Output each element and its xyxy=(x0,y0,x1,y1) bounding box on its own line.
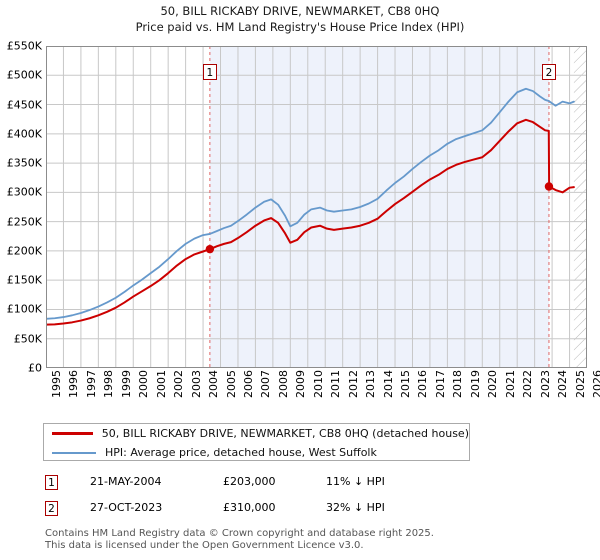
transaction-price: £310,000 xyxy=(223,501,276,514)
x-tick-label: 2022 xyxy=(521,370,535,398)
x-tick-label: 1999 xyxy=(119,370,133,398)
transaction-index-badge: 1 xyxy=(45,475,58,490)
x-tick-label: 2005 xyxy=(224,370,238,398)
x-tick-label: 2008 xyxy=(276,370,290,398)
x-tick-label: 2011 xyxy=(329,370,343,398)
x-tick-label: 1998 xyxy=(102,370,116,398)
y-tick-label: £500K xyxy=(6,68,42,82)
x-tick-label: 2006 xyxy=(241,370,255,398)
y-tick-label: £0 xyxy=(28,361,42,375)
legend-item: 50, BILL RICKABY DRIVE, NEWMARKET, CB8 0… xyxy=(44,424,469,443)
transaction-row[interactable]: 2 27-OCT-2023 £310,000 32% ↓ HPI xyxy=(43,498,483,524)
series-lines xyxy=(46,87,575,326)
footer-line-1: Contains HM Land Registry data © Crown c… xyxy=(45,528,434,539)
chart-legend: 50, BILL RICKABY DRIVE, NEWMARKET, CB8 0… xyxy=(43,423,470,461)
x-tick-label: 2010 xyxy=(311,370,325,398)
x-tick-label: 2025 xyxy=(573,370,587,398)
x-tick-label: 2001 xyxy=(154,370,168,398)
transaction-marker-dots xyxy=(205,182,554,254)
title-line-2: Price paid vs. HM Land Registry's House … xyxy=(135,20,465,34)
page-title: 50, BILL RICKABY DRIVE, NEWMARKET, CB8 0… xyxy=(0,3,600,35)
x-tick-label: 2017 xyxy=(433,370,447,398)
x-tick-label: 2007 xyxy=(259,370,273,398)
y-tick-label: £100K xyxy=(6,302,42,316)
x-tick-label: 2009 xyxy=(294,370,308,398)
legend-color-swatch xyxy=(52,451,96,454)
y-tick-label: £300K xyxy=(6,185,42,199)
transaction-price: £203,000 xyxy=(223,475,276,488)
y-tick-label: £50K xyxy=(13,332,42,346)
legend-item: HPI: Average price, detached house, West… xyxy=(44,443,469,462)
y-tick-label: £550K xyxy=(6,39,42,53)
x-tick-label: 2014 xyxy=(381,370,395,398)
sale-point-dot[interactable] xyxy=(205,244,215,254)
sale-point-dot[interactable] xyxy=(544,182,554,191)
legend-item-label: HPI: Average price, detached house, West… xyxy=(105,446,377,459)
marker-box-1[interactable]: 1 xyxy=(202,64,217,80)
x-tick-label: 2012 xyxy=(346,370,360,398)
x-tick-label: 2020 xyxy=(486,370,500,398)
y-tick-label: £450K xyxy=(6,98,42,112)
x-tick-label: 1995 xyxy=(50,370,63,398)
legend-color-swatch xyxy=(52,432,93,435)
x-tick-label: 2002 xyxy=(172,370,186,398)
x-tick-label: 2021 xyxy=(503,370,517,398)
x-tick-label: 2026 xyxy=(591,370,600,398)
x-tick-label: 1996 xyxy=(67,370,81,398)
x-tick-label: 2024 xyxy=(556,370,570,398)
x-tick-label: 2013 xyxy=(364,370,378,398)
x-tick-label: 2018 xyxy=(451,370,465,398)
grid-lines-horizontal xyxy=(46,74,587,340)
y-tick-label: £400K xyxy=(6,127,42,141)
y-axis-labels: £0 £50K £100K £150K £200K £250K £300K £350K £400… xyxy=(0,40,44,375)
transaction-date: 27-OCT-2023 xyxy=(90,501,163,514)
y-tick-label: £250K xyxy=(6,215,42,229)
footer-attribution: Contains HM Land Registry data © Crown c… xyxy=(45,528,585,551)
x-tick-label: 2019 xyxy=(468,370,482,398)
legend-item-label: 50, BILL RICKABY DRIVE, NEWMARKET, CB8 0… xyxy=(101,427,469,440)
x-tick-label: 2016 xyxy=(416,370,430,398)
transactions-table: 1 21-MAY-2004 £203,000 11% ↓ HPI 2 27-OCT-202… xyxy=(43,472,483,524)
y-tick-label: £150K xyxy=(6,273,42,287)
x-tick-label: 2004 xyxy=(207,370,221,398)
x-tick-label: 2015 xyxy=(399,370,413,398)
y-tick-label: £350K xyxy=(6,156,42,170)
x-tick-label: 2023 xyxy=(538,370,552,398)
y-tick-label: £200K xyxy=(6,244,42,258)
projection-hatched-region xyxy=(573,46,587,368)
plot-border xyxy=(46,46,587,368)
transaction-hpi-delta: 11% ↓ HPI xyxy=(326,475,385,488)
x-tick-label: 2003 xyxy=(189,370,203,398)
x-tick-label: 1997 xyxy=(84,370,98,398)
series-line xyxy=(46,87,575,320)
transaction-row[interactable]: 1 21-MAY-2004 £203,000 11% ↓ HPI xyxy=(43,472,483,498)
x-axis-labels: 1995 1996 1997 1998 1999 2000 2001 2002 2003 2004… xyxy=(46,370,600,414)
ownership-span-shading xyxy=(209,46,549,368)
series-line xyxy=(46,118,575,326)
x-tick-label: 2000 xyxy=(137,370,151,398)
title-line-1: 50, BILL RICKABY DRIVE, NEWMARKET, CB8 0… xyxy=(160,4,440,18)
grid-lines-vertical xyxy=(62,46,571,368)
transaction-date: 21-MAY-2004 xyxy=(90,475,162,488)
transaction-hpi-delta: 32% ↓ HPI xyxy=(326,501,385,514)
marker-box-2[interactable]: 2 xyxy=(541,64,556,80)
footer-line-2: This data is licensed under the Open Gov… xyxy=(45,539,364,551)
transaction-index-badge: 2 xyxy=(45,501,58,516)
price-history-plot xyxy=(46,46,587,368)
